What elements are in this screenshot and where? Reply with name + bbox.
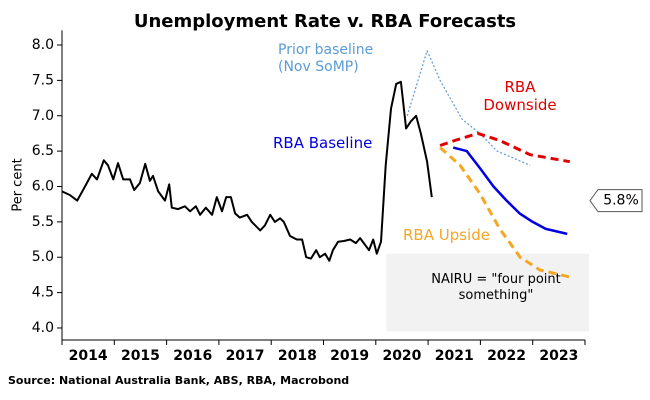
series-line bbox=[406, 50, 531, 166]
callout-box bbox=[589, 189, 643, 213]
x-tick-label: 2020 bbox=[382, 348, 421, 364]
y-tick-label: 8.0 bbox=[32, 37, 54, 53]
y-tick-label: 5.5 bbox=[32, 214, 54, 230]
series-label: RBA Downside bbox=[483, 78, 557, 114]
y-tick-label: 7.5 bbox=[32, 72, 54, 88]
band-label: NAIRU = "four point something" bbox=[431, 272, 561, 303]
series-line bbox=[61, 80, 433, 262]
x-tick-label: 2022 bbox=[487, 348, 526, 364]
series-label: Prior baseline (Nov SoMP) bbox=[278, 42, 374, 75]
series-label: RBA Baseline bbox=[273, 134, 373, 152]
x-tick-label: 2016 bbox=[173, 348, 212, 364]
x-tick-label: 2014 bbox=[69, 348, 108, 364]
y-tick-label: 6.0 bbox=[32, 178, 54, 194]
x-tick-label: 2015 bbox=[121, 348, 160, 364]
source: Source: National Australia Bank, ABS, RB… bbox=[8, 374, 349, 387]
series-line bbox=[439, 131, 571, 164]
series-line bbox=[452, 146, 568, 236]
x-tick-label: 2018 bbox=[278, 348, 317, 364]
x-tick-label: 2023 bbox=[539, 348, 578, 364]
y-tick-label: 7.0 bbox=[32, 108, 54, 124]
y-axis-label: Per cent bbox=[11, 158, 26, 211]
nairu-band bbox=[386, 253, 589, 332]
callout-label: 5.8% bbox=[603, 193, 639, 209]
x-tick-label: 2017 bbox=[226, 348, 265, 364]
x-tick-label: 2019 bbox=[330, 348, 369, 364]
y-tick-label: 6.5 bbox=[32, 143, 54, 159]
chart-title: Unemployment Rate v. RBA Forecasts bbox=[134, 11, 516, 32]
y-tick-label: 4.0 bbox=[32, 320, 54, 336]
series-label: RBA Upside bbox=[403, 226, 490, 244]
series-line bbox=[439, 146, 571, 279]
y-tick-label: 5.0 bbox=[32, 249, 54, 265]
y-tick-label: 4.5 bbox=[32, 285, 54, 301]
x-tick-label: 2021 bbox=[435, 348, 474, 364]
